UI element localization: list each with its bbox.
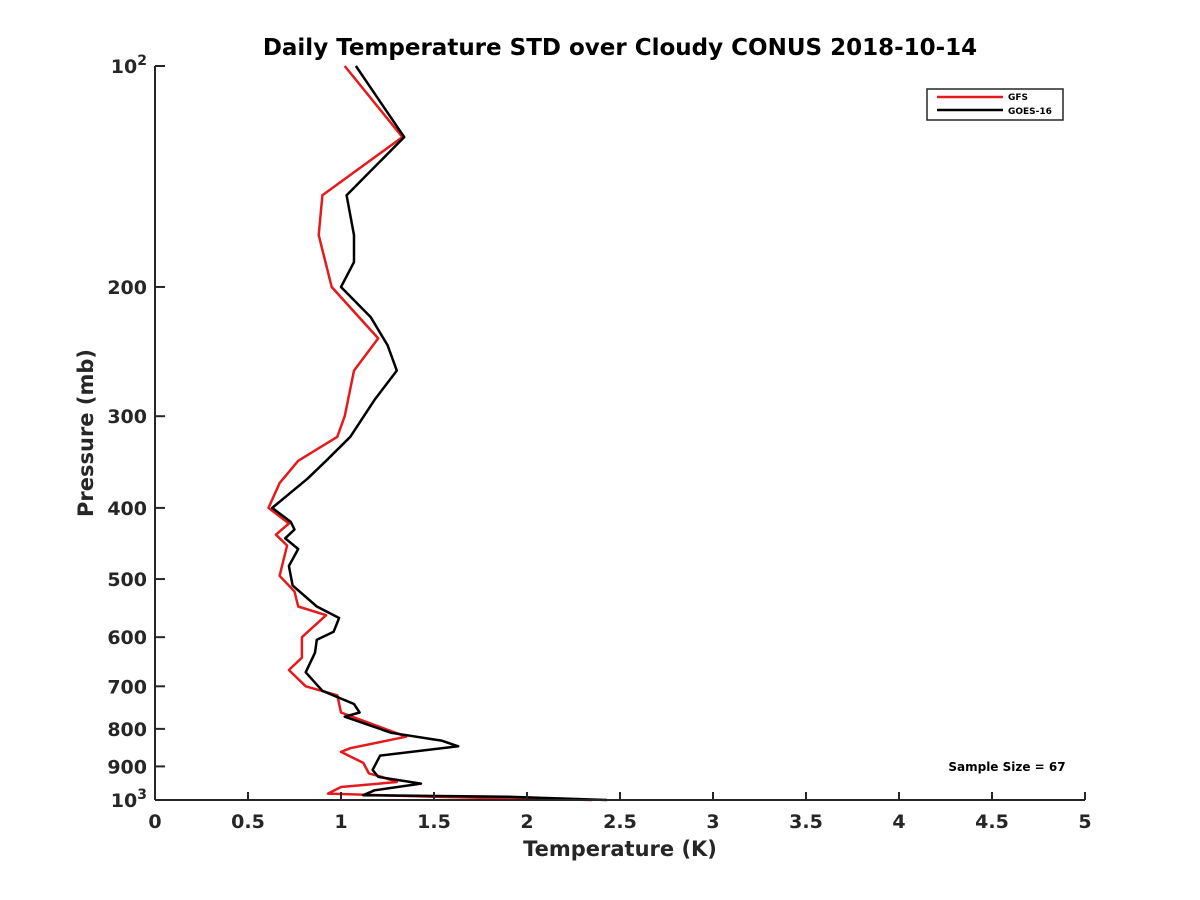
x-tick-label: 5 <box>1078 811 1091 833</box>
y-tick-label: 600 <box>107 627 147 649</box>
series-line-goes16 <box>270 65 608 802</box>
x-tick-label: 4.5 <box>975 811 1009 833</box>
legend-label-goes16: GOES-16 <box>1008 107 1052 117</box>
x-tick-label: 4 <box>892 811 905 833</box>
x-tick-label: 0 <box>148 811 161 833</box>
chart-title: Daily Temperature STD over Cloudy CONUS … <box>263 35 977 61</box>
sample-size-annotation: Sample Size = 67 <box>948 760 1065 774</box>
x-tick-label: 3 <box>706 811 719 833</box>
y-tick-label: 800 <box>107 719 147 741</box>
x-tick-label: 2 <box>520 811 533 833</box>
y-tick-label: 400 <box>107 498 147 520</box>
y-tick-label: 500 <box>107 569 147 591</box>
y-axis-label: Pressure (mb) <box>74 349 98 517</box>
x-tick-label: 1 <box>334 811 347 833</box>
y-tick-label: 700 <box>107 676 147 698</box>
x-tick-label: 1.5 <box>417 811 451 833</box>
y-tick-label: 200 <box>107 277 147 299</box>
y-tick-label: 300 <box>107 406 147 428</box>
x-axis-label: Temperature (K) <box>523 837 717 861</box>
series-line-gfs <box>267 65 593 802</box>
x-tick-label: 0.5 <box>231 811 265 833</box>
legend: GFS GOES-16 <box>926 88 1064 121</box>
series-layer <box>267 65 608 802</box>
x-tick-label: 3.5 <box>789 811 823 833</box>
legend-box <box>926 88 1064 121</box>
x-tick-label: 2.5 <box>603 811 637 833</box>
y-tick-label: 103 <box>111 787 147 812</box>
x-ticks: 0 0.5 1 1.5 2 2.5 3 3.5 4 4.5 5 <box>148 792 1092 833</box>
legend-label-gfs: GFS <box>1008 93 1028 103</box>
y-tick-label: 900 <box>107 756 147 778</box>
